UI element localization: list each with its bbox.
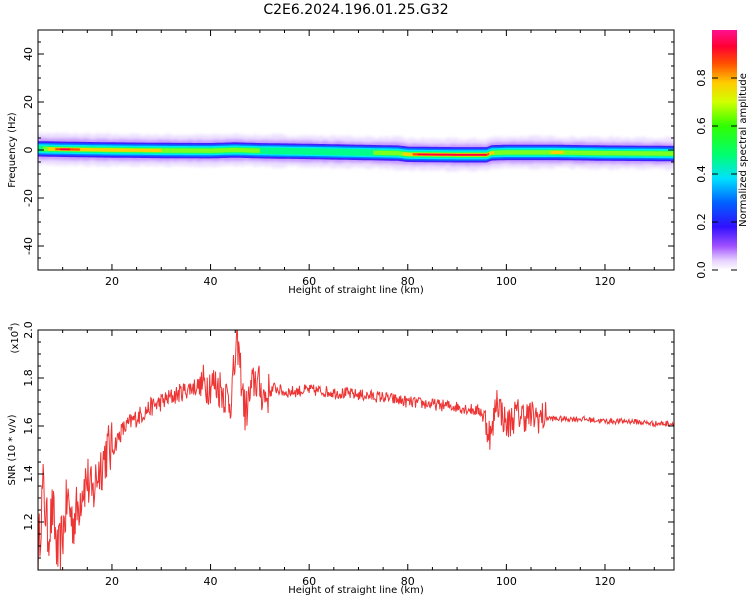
snr-y-tick-label: 1.8 [22,369,35,387]
heatmap-x-tick-label: 60 [302,275,316,288]
heatmap-y-tick-label: 20 [22,95,35,109]
heatmap-band-9-1 [417,153,487,156]
snr-line-panel: 20 40 60 80 100 120 1.2 1.4 1.6 1.8 2.0 Height of … [7,321,675,596]
snr-series-line [38,330,674,570]
snr-x-tick-label: 60 [302,575,316,588]
snr-y-tick-label: 2.0 [22,321,35,339]
colorbar-tick-label: 0.8 [695,69,708,87]
colorbar-gradient [712,30,737,270]
heatmap-x-tick-label: 20 [105,275,119,288]
snr-y-tick-label: 1.4 [22,465,35,483]
heatmap-y-axis-label: Frequency (Hz) [7,112,18,188]
snr-y-tick-label: 1.6 [22,417,35,435]
chart-title: C2E6.2024.196.01.25.G32 [263,2,448,18]
heatmap-x-tick-label: 80 [401,275,415,288]
heatmap-y-tick-label: 40 [22,47,35,61]
heatmap-band-9-0 [60,148,70,151]
snr-frame [37,329,675,571]
colorbar-tick-label: 0.4 [695,165,708,183]
heatmap-x-tick-label: 120 [594,275,615,288]
colorbar: 0.0 0.2 0.4 0.6 0.8 Normalized spectral ampl… [695,30,749,279]
snr-y-tick-label: 1.2 [22,513,35,531]
heatmap-y-tick-label: 0 [22,147,35,154]
heatmap-band-7-2 [550,150,564,155]
snr-x-tick-label: 20 [105,575,119,588]
snr-x-tick-label: 80 [401,575,415,588]
colorbar-tick-label: 0.2 [695,213,708,231]
snr-x-tick-label: 40 [204,575,218,588]
snr-x-tick-label: 120 [594,575,615,588]
snr-x-axis-label: Height of straight line (km) [288,585,424,596]
heatmap-x-axis-label: Height of straight line (km) [288,285,424,296]
heatmap-y-tick-label: -40 [22,237,35,255]
heatmap-x-tick-label: 40 [204,275,218,288]
snr-multiplier-label: (x104) [7,322,21,353]
heatmap-y-tick-label: -20 [22,189,35,207]
snr-x-tick-label: 100 [496,575,517,588]
colorbar-tick-label: 0.0 [695,261,708,279]
colorbar-tick-label: 0.6 [695,117,708,135]
heatmap-panel: 20 40 60 80 100 120 -40 -20 0 20 40 Height of stra… [7,29,675,296]
snr-y-axis-label: SNR (10 * v/v) [7,414,18,485]
heatmap-x-tick-label: 100 [496,275,517,288]
colorbar-label: Normalized spectral amplitude [738,73,749,227]
